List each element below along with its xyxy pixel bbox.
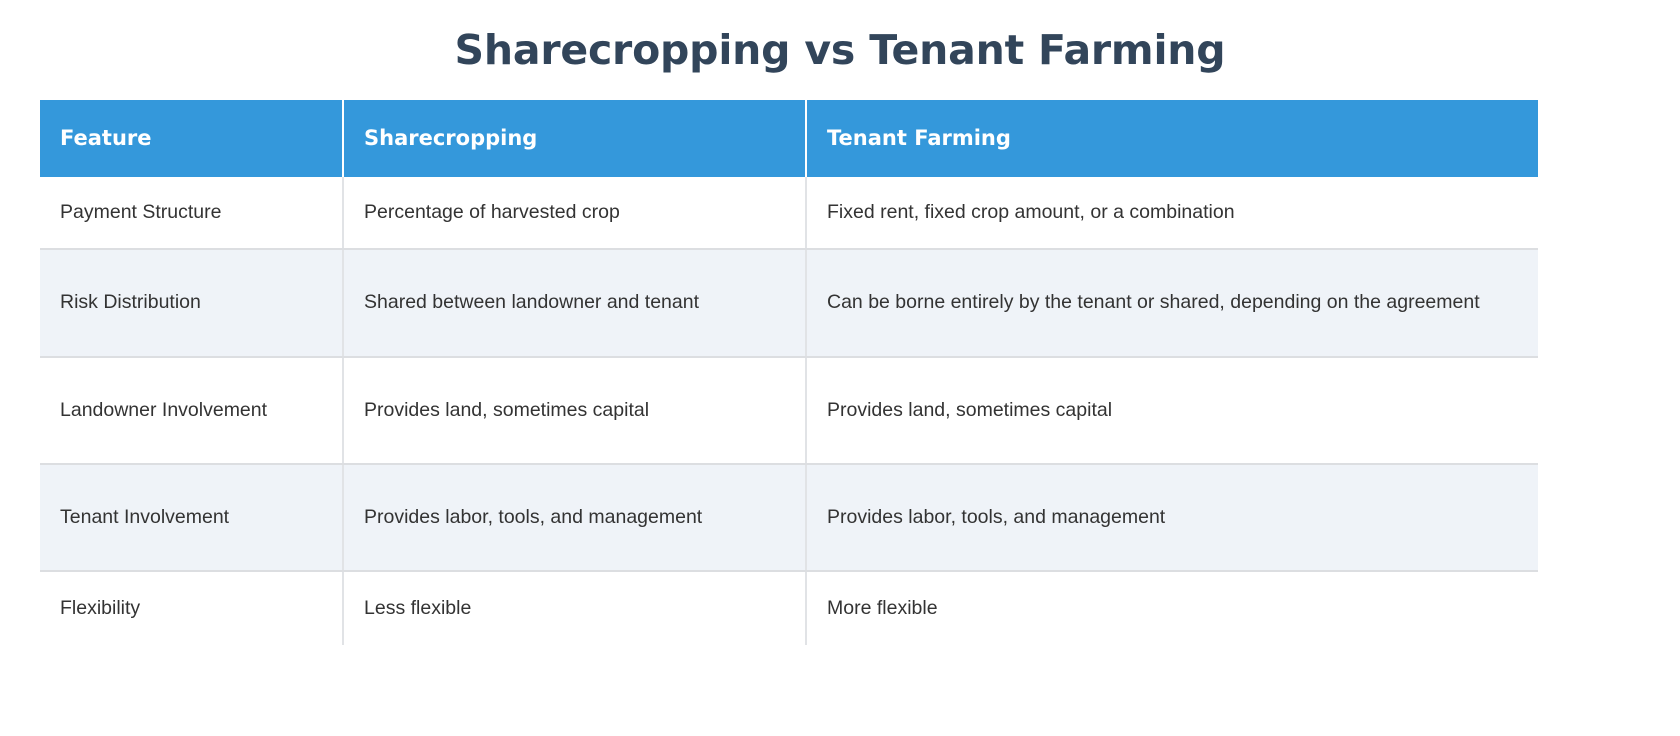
cell-tenant-farming: More flexible [806,571,1538,645]
cell-sharecropping: Less flexible [343,571,807,645]
table-body: Payment Structure Percentage of harveste… [40,177,1538,645]
comparison-table-container: Feature Sharecropping Tenant Farming Pay… [40,100,1538,645]
cell-feature: Payment Structure [40,177,344,250]
table-row: Payment Structure Percentage of harveste… [40,177,1538,250]
cell-sharecropping-text: Percentage of harvested crop [364,200,620,223]
column-header-feature[interactable]: Feature [40,100,344,177]
cell-tenant-farming-text: Provides land, sometimes capital [827,398,1113,421]
cell-tenant-farming: Provides land, sometimes capital [806,357,1538,465]
cell-feature: Tenant Involvement [40,464,344,572]
cell-tenant-farming-text: Fixed rent, fixed crop amount, or a comb… [827,200,1235,223]
cell-sharecropping-text: Less flexible [364,596,472,619]
cell-tenant-farming: Can be borne entirely by the tenant or s… [806,249,1538,358]
comparison-table: Feature Sharecropping Tenant Farming Pay… [40,100,1538,645]
cell-tenant-farming-text: Provides labor, tools, and management [827,505,1166,528]
cell-tenant-farming-text: More flexible [827,596,938,619]
cell-sharecropping-text: Provides land, sometimes capital [364,398,650,421]
table-row: Flexibility Less flexible More flexible [40,571,1538,645]
cell-feature: Flexibility [40,571,344,645]
cell-sharecropping: Shared between landowner and tenant [343,249,807,358]
cell-tenant-farming: Provides labor, tools, and management [806,464,1538,572]
cell-tenant-farming: Fixed rent, fixed crop amount, or a comb… [806,177,1538,250]
table-header-row: Feature Sharecropping Tenant Farming [40,100,1538,177]
table-row: Tenant Involvement Provides labor, tools… [40,464,1538,572]
table-row: Landowner Involvement Provides land, som… [40,357,1538,465]
cell-feature: Risk Distribution [40,249,344,358]
table-row: Risk Distribution Shared between landown… [40,249,1538,358]
cell-feature-text: Flexibility [60,596,141,619]
cell-sharecropping: Provides land, sometimes capital [343,357,807,465]
cell-tenant-farming-text: Can be borne entirely by the tenant or s… [827,291,1480,314]
cell-sharecropping: Provides labor, tools, and management [343,464,807,572]
column-header-sharecropping[interactable]: Sharecropping [343,100,807,177]
cell-feature: Landowner Involvement [40,357,344,465]
cell-feature-text: Payment Structure [60,200,222,223]
cell-feature-text: Risk Distribution [60,291,201,314]
page-title: Sharecropping vs Tenant Farming [454,26,1226,74]
table-header: Feature Sharecropping Tenant Farming [40,100,1538,177]
cell-feature-text: Landowner Involvement [60,398,268,421]
cell-sharecropping-text: Shared between landowner and tenant [364,291,700,314]
cell-sharecropping: Percentage of harvested crop [343,177,807,250]
cell-sharecropping-text: Provides labor, tools, and management [364,505,703,528]
cell-feature-text: Tenant Involvement [60,505,230,528]
column-header-tenant-farming[interactable]: Tenant Farming [806,100,1538,177]
